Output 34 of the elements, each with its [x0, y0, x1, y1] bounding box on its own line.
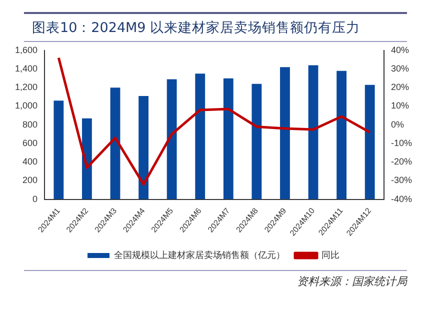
- bar: [54, 100, 64, 200]
- y-tick-label: 600: [22, 138, 38, 148]
- y-tick-label: 800: [22, 119, 38, 130]
- bar: [252, 84, 262, 200]
- y2-tick-label: -20%: [390, 156, 412, 167]
- y2-tick-label: 0%: [390, 119, 404, 130]
- bar: [110, 88, 120, 200]
- y-tick-label: 1,200: [14, 82, 38, 92]
- bar: [308, 65, 318, 200]
- y-tick-label: 1,400: [14, 63, 38, 74]
- y-tick-label: 200: [22, 175, 38, 186]
- y2-tick-label: 40%: [390, 44, 410, 55]
- y2-tick-label: -40%: [390, 194, 412, 204]
- y-tick-label: 1,000: [14, 100, 38, 111]
- bar: [223, 78, 234, 200]
- bar: [138, 96, 148, 200]
- y2-tick-label: -30%: [390, 175, 412, 186]
- y2-tick-label: -10%: [390, 138, 412, 148]
- y-tick-label: 0: [32, 194, 38, 204]
- bar: [195, 74, 206, 200]
- y-tick-label: 400: [22, 156, 38, 167]
- bar: [336, 70, 347, 200]
- bar: [280, 67, 290, 200]
- chart-title: 图表10：2024M9 以来建材家居卖场销售额仍有压力: [24, 12, 407, 42]
- legend-label: 全国规模以上建材家居卖场销售额（亿元）: [114, 250, 285, 261]
- bar: [82, 118, 92, 200]
- y-tick-label: 1,600: [14, 44, 38, 55]
- y2-tick-label: 30%: [390, 63, 410, 74]
- y2-tick-label: 10%: [390, 100, 410, 111]
- text: 资料来源：国家统计局: [296, 274, 407, 289]
- bar: [364, 84, 375, 200]
- legend-label: 同比: [322, 250, 340, 261]
- y2-tick-label: 20%: [390, 82, 410, 92]
- bar: [166, 79, 177, 200]
